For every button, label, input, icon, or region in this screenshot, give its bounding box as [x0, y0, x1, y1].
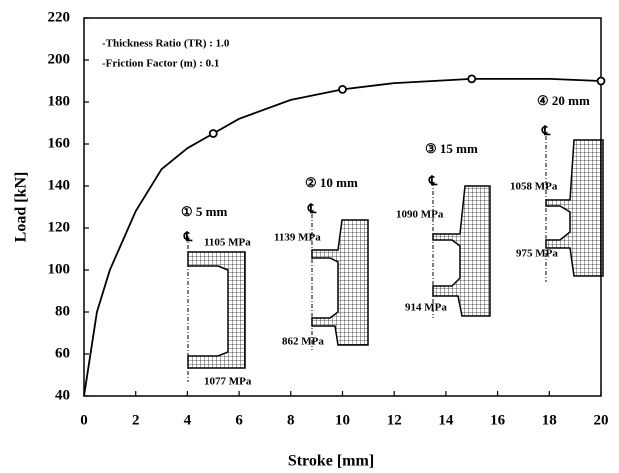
stage-label: ④ 20 mm [537, 93, 590, 108]
y-tick-label: 160 [48, 135, 71, 151]
stress-label: 1105 MPa [204, 237, 251, 249]
stress-label: 975 MPa [516, 248, 558, 260]
stress-label: 1058 MPa [510, 181, 558, 193]
y-tick-label: 40 [55, 387, 70, 403]
y-tick-label: 60 [55, 345, 70, 361]
stage-label: ③ 15 mm [425, 141, 478, 156]
x-tick-label: 12 [387, 412, 402, 428]
centerline-symbol: ℄ [183, 229, 193, 244]
x-tick-label: 0 [80, 412, 88, 428]
x-tick-label: 8 [287, 412, 295, 428]
x-tick-label: 18 [542, 412, 557, 428]
x-tick-label: 20 [594, 412, 609, 428]
centerline-symbol: ℄ [307, 201, 317, 216]
chart: Stroke [mm] Load [kN] 406080100120140160… [0, 0, 619, 473]
y-tick-label: 80 [55, 303, 70, 319]
x-tick-label: 2 [132, 412, 140, 428]
y-tick-label: 180 [48, 93, 71, 109]
y-tick-label: 140 [48, 177, 71, 193]
y-tick-label: 220 [48, 9, 71, 25]
mesh-15mm [433, 186, 490, 316]
x-tick-label: 4 [184, 412, 192, 428]
x-tick-label: 10 [335, 412, 350, 428]
y-tick-label: 200 [48, 51, 71, 67]
x-tick-label: 16 [490, 412, 506, 428]
y-tick-label: 120 [48, 219, 71, 235]
stress-label: 1139 MPa [274, 232, 321, 244]
stress-label: 1077 MPa [204, 376, 252, 388]
centerline-symbol: ℄ [541, 123, 551, 138]
x-axis-title: Stroke [mm] [288, 453, 374, 470]
note: -Friction Factor (m) : 0.1 [102, 58, 219, 70]
marker [468, 75, 475, 82]
marker [339, 86, 346, 93]
stage-label: ① 5 mm [181, 204, 227, 219]
note: -Thickness Ratio (TR) : 1.0 [102, 38, 230, 50]
centerline-symbol: ℄ [428, 173, 438, 188]
marker [598, 78, 605, 85]
mesh-5mm [188, 252, 245, 368]
stress-label: 914 MPa [405, 302, 447, 314]
marker [210, 130, 217, 137]
stress-label: 862 MPa [282, 336, 324, 348]
y-tick-label: 100 [48, 261, 71, 277]
stage-label: ② 10 mm [305, 175, 358, 190]
stress-label: 1090 MPa [396, 209, 444, 221]
x-tick-label: 6 [235, 412, 243, 428]
y-axis-title: Load [kN] [13, 172, 30, 243]
x-tick-label: 14 [438, 412, 454, 428]
